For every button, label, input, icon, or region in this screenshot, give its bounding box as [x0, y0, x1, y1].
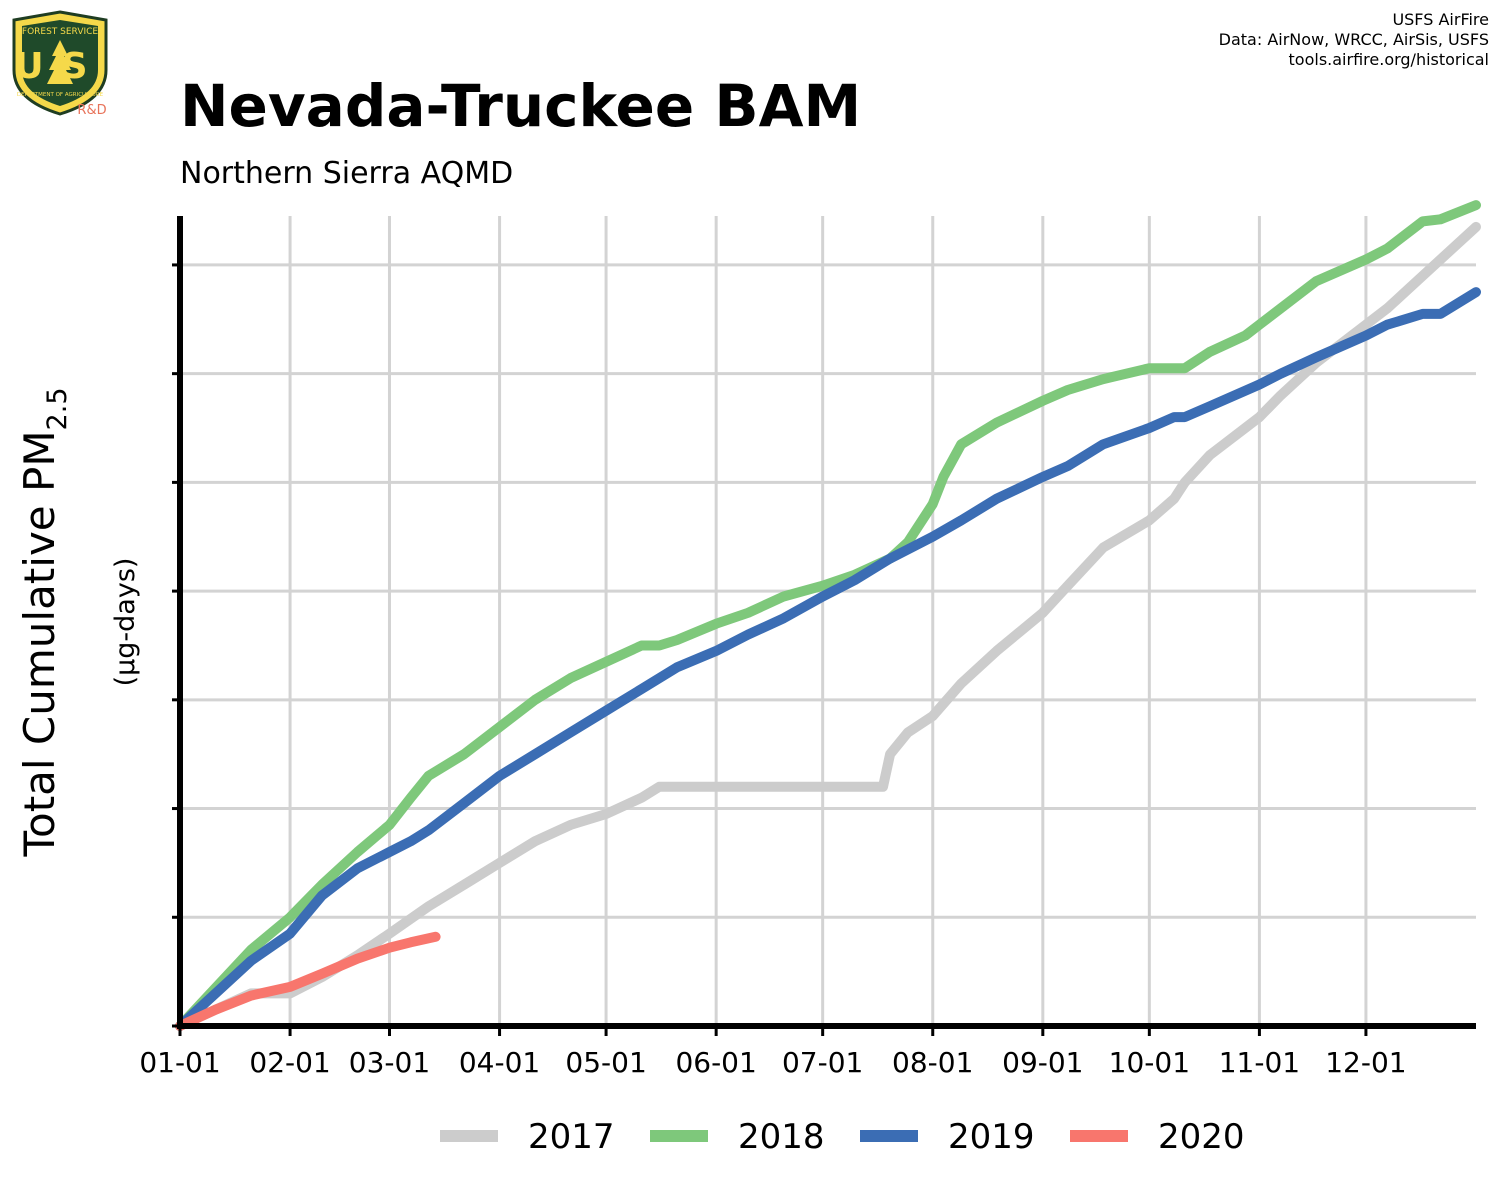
x-tick-label: 09-01	[1002, 1046, 1083, 1079]
x-tick-label: 05-01	[565, 1046, 646, 1079]
tree-icon	[47, 40, 73, 84]
chart-grid	[178, 216, 1476, 1028]
credit-line: USFS AirFire	[1392, 10, 1489, 29]
series-line-2019	[175, 287, 1481, 1031]
credit-line: tools.airfire.org/historical	[1288, 50, 1489, 69]
x-tick-label: 10-01	[1109, 1046, 1190, 1079]
x-tick-label: 07-01	[782, 1046, 863, 1079]
x-tick-label: 12-01	[1325, 1046, 1406, 1079]
y-axis-units-group: (µg-days)	[110, 558, 141, 687]
x-tick-label: 06-01	[675, 1046, 756, 1079]
y-axis-label: Total Cumulative PM2.5 (µg-days)	[15, 387, 141, 857]
series-line-2017	[175, 221, 1481, 1031]
legend-label: 2017	[528, 1117, 615, 1157]
y-axis-title-subscript: 2.5	[42, 387, 73, 430]
logo-top-text: FOREST SERVICE	[22, 27, 99, 37]
legend-label: 2018	[738, 1117, 825, 1157]
y-axis-units: (µg-days)	[110, 558, 141, 687]
logo-bottom-text: DEPARTMENT OF AGRICULTURE	[17, 92, 104, 98]
y-axis-title-group: Total Cumulative PM2.5	[15, 387, 73, 857]
x-tick-label: 02-01	[249, 1046, 330, 1079]
credit-line: Data: AirNow, WRCC, AirSis, USFS	[1218, 30, 1489, 49]
chart-series	[175, 200, 1481, 1031]
chart-title: Nevada-Truckee BAM	[180, 72, 862, 140]
x-tick-label: 01-01	[139, 1046, 220, 1079]
series-line-2018	[175, 200, 1481, 1031]
x-tick-label: 11-01	[1219, 1046, 1300, 1079]
legend-label: 2019	[948, 1117, 1035, 1157]
x-tick-label: 03-01	[349, 1046, 430, 1079]
legend-label: 2020	[1158, 1117, 1245, 1157]
y-axis-title: Total Cumulative PM2.5	[15, 387, 73, 857]
logo-rd-text: R&D	[77, 103, 106, 118]
usfs-logo: FOREST SERVICE US DEPARTMENT OF AGRICULT…	[12, 10, 108, 118]
series-line-2020	[175, 931, 441, 1031]
x-tick-label: 08-01	[892, 1046, 973, 1079]
y-axis-title-main: Total Cumulative PM	[15, 430, 64, 857]
x-tick-label: 04-01	[459, 1046, 540, 1079]
chart-legend: 2017 2018 2019 2020	[440, 1117, 1245, 1157]
data-credits: USFS AirFire Data: AirNow, WRCC, AirSis,…	[1219, 10, 1489, 70]
chart-axes: 01-01 02-01 03-01 04-01 05-01 06-01 07-01 08-01…	[139, 216, 1476, 1079]
chart-subtitle: Northern Sierra AQMD	[180, 156, 514, 191]
